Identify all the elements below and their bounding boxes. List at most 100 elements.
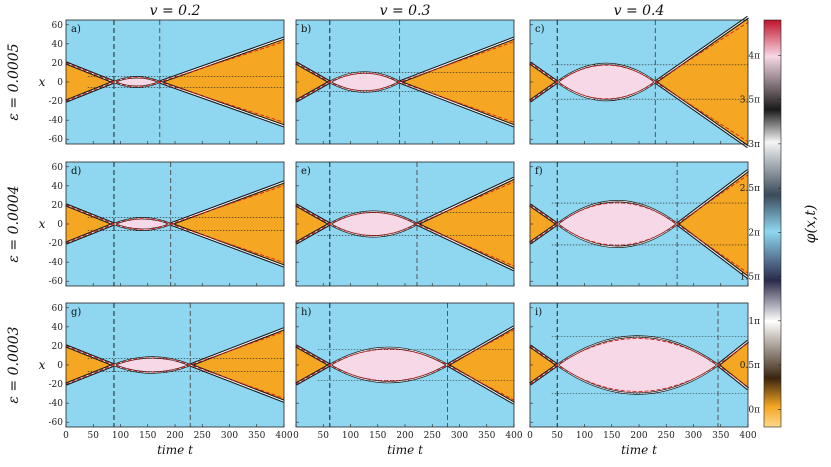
x-tick-label: 400 bbox=[505, 431, 522, 441]
colorbar-tick-label: 0π bbox=[748, 405, 760, 415]
panel-label: i) bbox=[535, 307, 542, 318]
outgoing-region bbox=[399, 38, 514, 126]
prediction-curve bbox=[529, 174, 749, 225]
x-tick-label: 300 bbox=[221, 431, 238, 441]
y-tick-label: 40 bbox=[52, 40, 64, 50]
kink-core bbox=[655, 16, 749, 83]
x-tick-label: 250 bbox=[194, 431, 211, 441]
x-axis-label: time t bbox=[387, 443, 423, 457]
y-tick-label: 40 bbox=[52, 182, 64, 192]
prediction-curve bbox=[295, 223, 515, 267]
kink-core bbox=[190, 328, 285, 366]
row-title: ε = 0.0003 bbox=[6, 326, 22, 403]
y-tick-label: -20 bbox=[49, 239, 64, 249]
incoming-region bbox=[66, 62, 114, 102]
outgoing-region bbox=[416, 178, 514, 270]
outgoing-region bbox=[447, 326, 514, 404]
x-tick-label: 0 bbox=[63, 431, 69, 441]
y-axis-label: x bbox=[39, 75, 46, 89]
x-tick-label: 50 bbox=[318, 431, 330, 441]
x-tick-label: 100 bbox=[112, 431, 129, 441]
kink-core bbox=[416, 223, 515, 271]
panel-label: d) bbox=[71, 166, 81, 177]
colorbar: 4π 3.5π 3π 2.5π 2π 1.5π 1π 0.5π 0π φ(x,t) bbox=[740, 19, 819, 428]
y-tick-label: -40 bbox=[49, 258, 64, 268]
kink-core bbox=[159, 37, 285, 83]
prediction-curve bbox=[65, 223, 285, 264]
y-tick-label: 60 bbox=[52, 21, 64, 31]
heatmap-panel: b) bbox=[295, 19, 515, 145]
x-tick-label: 50 bbox=[88, 431, 100, 441]
x-tick-label: 250 bbox=[658, 431, 675, 441]
x-tick-label: 400 bbox=[275, 431, 292, 441]
row-title: ε = 0.0004 bbox=[6, 185, 22, 262]
outgoing-region bbox=[718, 341, 748, 389]
x-tick-label: 200 bbox=[396, 431, 413, 441]
heatmap-panel: i) 0 50 100 150 200 250 300 350 400 time t bbox=[527, 302, 757, 457]
colorbar-tick-label: 1π bbox=[748, 317, 760, 327]
y-tick-label: -40 bbox=[49, 116, 64, 126]
colorbar-tick-label: 3π bbox=[748, 140, 760, 150]
y-axis-label: x bbox=[39, 217, 46, 231]
x-tick-label: 0 bbox=[293, 431, 299, 441]
colorbar-tick-label: 1.5π bbox=[740, 273, 760, 283]
y-tick-label: 60 bbox=[52, 163, 64, 173]
colorbar-tick-label: 2.5π bbox=[740, 184, 760, 194]
prediction-curve bbox=[65, 81, 285, 123]
prediction-curve bbox=[295, 81, 515, 123]
colorbar-label: φ(x,t) bbox=[803, 205, 819, 244]
incoming-region bbox=[296, 62, 330, 102]
kink-core bbox=[676, 223, 749, 278]
x-tick-label: 300 bbox=[451, 431, 468, 441]
y-tick-label: 0 bbox=[57, 361, 63, 371]
prediction-curve bbox=[295, 41, 515, 83]
x-tick-label: 250 bbox=[424, 431, 441, 441]
heatmap-panel: c) bbox=[529, 15, 749, 149]
panel-label: b) bbox=[301, 24, 311, 35]
incoming-region bbox=[530, 345, 558, 385]
y-axis-label: x bbox=[39, 358, 46, 372]
kink-core bbox=[399, 81, 515, 127]
y-tick-label: 20 bbox=[52, 59, 64, 69]
y-tick-label: -60 bbox=[49, 418, 64, 428]
panel-label: h) bbox=[301, 307, 311, 318]
y-tick-label: -60 bbox=[49, 135, 64, 145]
kink-core bbox=[655, 81, 749, 148]
incoming-region bbox=[66, 345, 114, 385]
prediction-curve bbox=[529, 21, 749, 83]
x-tick-label: 200 bbox=[166, 431, 183, 441]
colorbar-gradient bbox=[763, 19, 782, 428]
y-tick-label: 60 bbox=[52, 304, 64, 314]
kink-core bbox=[159, 81, 285, 127]
panel-label: e) bbox=[301, 166, 311, 177]
panel-label: f) bbox=[535, 166, 543, 177]
heatmap-panel: d) 60 40 20 0 -20 -40 -60 x bbox=[39, 161, 285, 287]
x-tick-label: 100 bbox=[342, 431, 359, 441]
y-tick-label: -40 bbox=[49, 399, 64, 409]
incoming-region bbox=[530, 204, 558, 244]
y-tick-label: 0 bbox=[57, 78, 63, 88]
x-tick-label: 50 bbox=[552, 431, 564, 441]
x-tick-label: 100 bbox=[576, 431, 593, 441]
x-tick-label: 350 bbox=[712, 431, 729, 441]
y-tick-label: 0 bbox=[57, 220, 63, 230]
y-tick-label: 20 bbox=[52, 201, 64, 211]
x-tick-label: 0 bbox=[527, 431, 533, 441]
outgoing-region bbox=[170, 182, 284, 266]
colorbar-tick-label: 4π bbox=[748, 51, 760, 61]
heatmap-panel: h) 0 50 100 150 200 250 300 350 400 time t bbox=[293, 302, 523, 457]
heatmap-panel: a) 60 40 20 0 -20 -40 -60 x bbox=[39, 19, 285, 145]
y-tick-label: -60 bbox=[49, 277, 64, 287]
kink-core bbox=[399, 37, 515, 83]
prediction-curve bbox=[529, 81, 749, 143]
kink-core bbox=[190, 364, 285, 402]
heatmap-panel: f) bbox=[529, 161, 749, 287]
outgoing-region bbox=[677, 170, 748, 278]
colorbar-tick-label: 0.5π bbox=[740, 361, 760, 371]
y-tick-label: -20 bbox=[49, 380, 64, 390]
row-title: ε = 0.0005 bbox=[6, 43, 22, 120]
y-tick-label: -20 bbox=[49, 97, 64, 107]
panel-label: c) bbox=[535, 24, 545, 35]
x-tick-label: 350 bbox=[248, 431, 265, 441]
